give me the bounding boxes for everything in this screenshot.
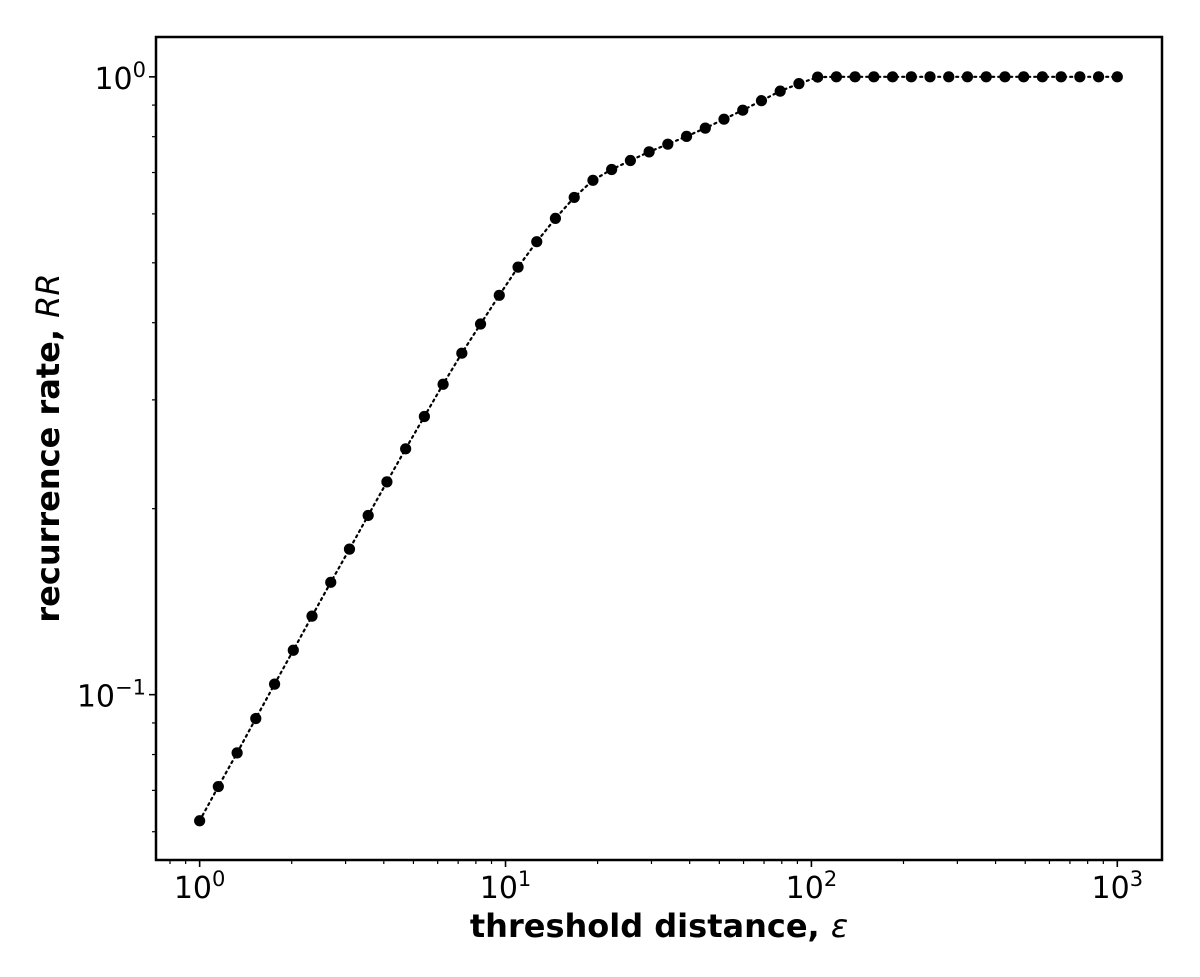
series-line [198,75,1119,822]
data-point [437,378,449,390]
data-point [662,138,674,150]
data-point [793,78,805,90]
data-point [924,71,936,83]
y-tick-label: 10−1 [77,676,146,715]
data-point [456,347,468,359]
data-point [362,509,374,522]
data-point [849,71,861,83]
data-point [493,289,505,301]
data-point [943,71,955,83]
data-point [194,815,206,827]
data-point [1018,71,1030,83]
data-point [287,644,299,656]
data-point [699,122,711,134]
data-point [680,130,693,142]
x-tick-label: 102 [786,867,838,906]
data-point [905,71,917,83]
data-point [1055,71,1067,83]
y-axis-ticks: 10−1 100 [77,58,156,833]
data-point [830,71,843,83]
data-point [1111,71,1123,83]
plot-frame [154,35,1164,862]
data-point [343,543,356,555]
data-point [212,780,224,793]
data-point [587,174,599,186]
x-axis-ticks: 100 101 102 103 [169,860,1144,906]
data-point [1074,71,1086,83]
data-point [381,476,393,488]
data-point [1092,71,1105,83]
data-point [1036,71,1048,83]
data-point [961,71,974,83]
series-points [194,71,1123,827]
x-tick-label: 101 [480,867,532,906]
data-point [886,71,899,83]
data-point [980,71,992,83]
x-axis-label-symbol: ε [831,907,848,945]
data-point [718,113,730,125]
x-tick-label: 103 [1092,867,1144,906]
data-point [474,318,487,330]
data-point [250,712,262,725]
data-point [624,154,637,167]
data-point [306,610,318,622]
data-point [812,71,824,83]
data-point [531,236,543,248]
data-point [512,261,524,273]
data-point [568,191,580,204]
y-axis-label-symbol: RR [29,273,67,317]
data-point [755,95,768,107]
data-point [400,443,412,455]
x-axis-label: threshold distance, ε [470,907,848,945]
data-point [325,576,337,588]
y-tick-label: 100 [94,58,146,97]
data-point [606,163,618,176]
x-tick-label: 100 [174,867,226,906]
data-point [868,71,880,83]
data-point [999,71,1011,83]
data-point [231,747,243,759]
data-point [737,104,749,116]
data-point [418,410,430,423]
data-point [549,212,562,225]
data-point [268,678,281,690]
data-point [774,85,786,97]
y-axis-label: recurrence rate, RR [29,273,67,622]
data-point [643,146,655,158]
